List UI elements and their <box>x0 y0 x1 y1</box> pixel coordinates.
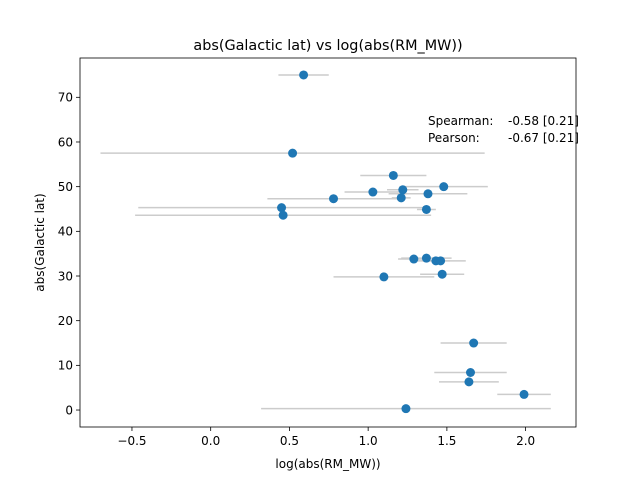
data-point-11 <box>278 210 288 220</box>
pearson-label: Pearson: <box>428 131 480 145</box>
spearman-value: -0.58 [0.21] <box>508 114 579 128</box>
y-axis-ticks: 0 10 20 30 40 50 60 70 <box>58 91 80 417</box>
data-point-18 <box>469 338 479 348</box>
y-tick-label-1: 10 <box>58 359 73 373</box>
data-point-16 <box>437 269 447 279</box>
x-tick-label-4: 1.5 <box>437 434 456 448</box>
y-tick-label-6: 60 <box>58 135 73 149</box>
y-tick-label-2: 20 <box>58 314 73 328</box>
data-point-1 <box>288 148 298 158</box>
data-point-4 <box>398 185 408 195</box>
data-point-9 <box>277 203 287 213</box>
x-axis-label: log(abs(RM_MW)) <box>275 457 380 471</box>
data-point-2 <box>388 170 398 180</box>
y-tick-label-4: 40 <box>58 225 73 239</box>
y-tick-label-5: 50 <box>58 180 73 194</box>
x-tick-label-3: 1.0 <box>359 434 378 448</box>
plot-frame <box>79 57 577 428</box>
data-point-0 <box>299 70 309 80</box>
marker-layer <box>277 70 529 414</box>
y-axis-label: abs(Galactic lat) <box>33 193 47 291</box>
data-point-5 <box>368 187 378 197</box>
chart-title: abs(Galactic lat) vs log(abs(RM_MW)) <box>193 38 462 54</box>
y-tick-label-0: 0 <box>65 403 73 417</box>
data-point-15 <box>436 256 446 266</box>
data-point-22 <box>401 404 411 414</box>
data-point-12 <box>409 254 419 264</box>
stats-annotation: Spearman: -0.58 [0.21] Pearson: -0.67 [0… <box>428 114 579 145</box>
x-tick-label-5: 2.0 <box>516 434 535 448</box>
x-axis-ticks: −0.5 0.0 0.5 1.0 1.5 2.0 <box>117 427 535 448</box>
data-point-3 <box>439 182 449 192</box>
data-point-6 <box>423 189 433 199</box>
data-point-20 <box>464 377 474 387</box>
x-tick-label-2: 0.5 <box>280 434 299 448</box>
data-point-8 <box>329 194 339 204</box>
data-point-13 <box>421 253 431 263</box>
x-tick-label-1: 0.0 <box>201 434 220 448</box>
y-tick-label-7: 70 <box>58 91 73 105</box>
data-point-19 <box>466 367 476 377</box>
pearson-value: -0.67 [0.21] <box>508 131 579 145</box>
x-tick-label-0: −0.5 <box>117 434 146 448</box>
data-point-17 <box>379 272 389 282</box>
y-tick-label-3: 30 <box>58 269 73 283</box>
data-point-7 <box>396 193 406 203</box>
data-point-21 <box>519 389 529 399</box>
spearman-label: Spearman: <box>428 114 493 128</box>
data-point-10 <box>421 204 431 214</box>
